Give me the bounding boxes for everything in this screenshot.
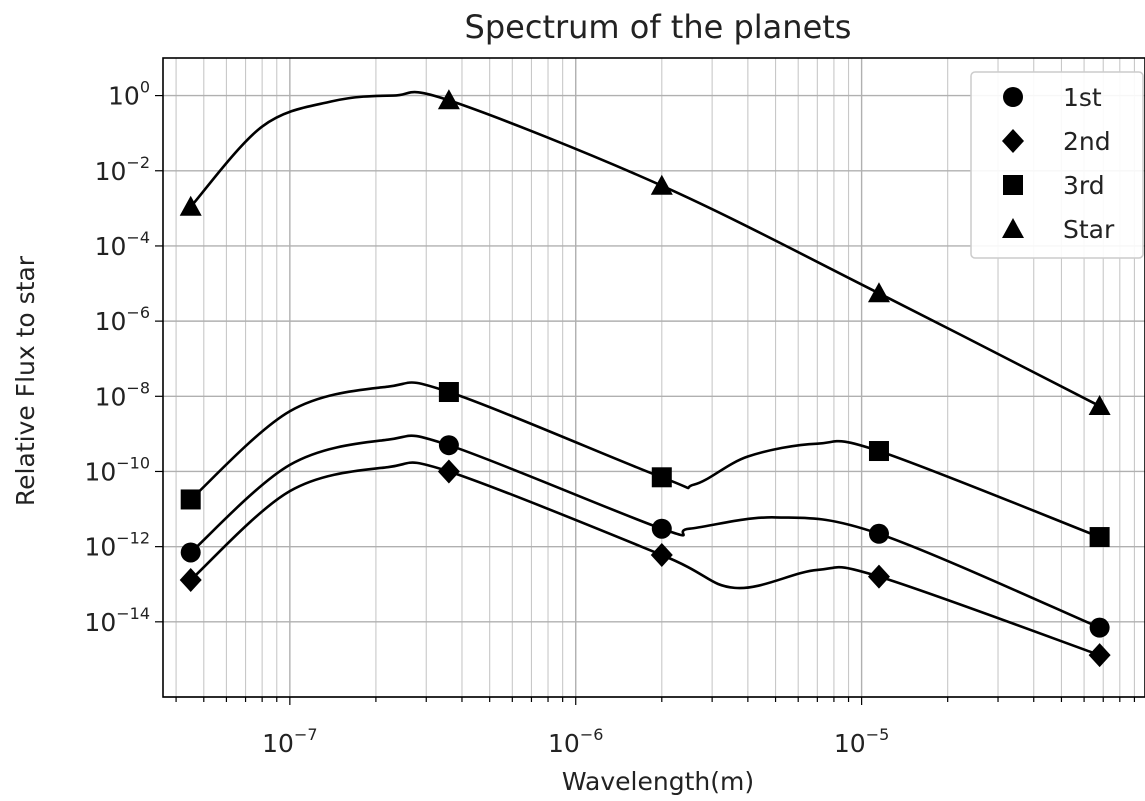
y-tick-label: 100 bbox=[108, 78, 150, 111]
legend-marker-3rd bbox=[1003, 175, 1023, 195]
data-point-2nd bbox=[867, 564, 890, 589]
data-point-star bbox=[650, 174, 673, 195]
data-point-3rd bbox=[651, 467, 672, 488]
legend-label-star: Star bbox=[1063, 215, 1115, 244]
series-1st bbox=[180, 434, 1110, 638]
series-line-3rd bbox=[189, 381, 1101, 539]
y-tick-label: 10−12 bbox=[84, 529, 150, 562]
x-tick-label: 10−5 bbox=[834, 725, 889, 758]
data-point-star bbox=[179, 195, 202, 216]
data-point-2nd bbox=[1088, 643, 1111, 668]
x-tick-label: 10−6 bbox=[548, 725, 603, 758]
series-line-1st bbox=[189, 434, 1101, 629]
data-point-3rd bbox=[868, 441, 889, 462]
legend-label-3rd: 3rd bbox=[1063, 171, 1105, 200]
y-axis-label: Relative Flux to star bbox=[11, 255, 40, 506]
data-point-1st bbox=[868, 523, 889, 544]
legend-marker-star bbox=[1002, 218, 1024, 238]
series-star bbox=[179, 89, 1111, 416]
data-point-star bbox=[867, 282, 890, 303]
y-tick-label: 10−14 bbox=[84, 604, 150, 637]
legend-box bbox=[970, 71, 1144, 259]
x-axis-label: Wavelength(m) bbox=[562, 767, 754, 796]
data-point-1st bbox=[438, 435, 459, 456]
y-tick-label: 10−2 bbox=[95, 153, 150, 186]
data-point-2nd bbox=[650, 542, 673, 567]
y-tick-label: 10−6 bbox=[95, 303, 150, 336]
data-point-2nd bbox=[437, 459, 460, 484]
data-point-1st bbox=[1089, 617, 1110, 638]
data-point-star bbox=[1088, 395, 1111, 416]
y-tick-label: 10−10 bbox=[84, 453, 150, 486]
data-point-3rd bbox=[438, 382, 459, 403]
data-point-2nd bbox=[179, 567, 202, 592]
series-line-star bbox=[189, 90, 1101, 408]
data-point-1st bbox=[180, 542, 201, 563]
data-point-1st bbox=[651, 518, 672, 539]
ticks: 10−7 10−6 10−5 100 10−2 10−4 10−6 10−8 10−10 10−1… bbox=[84, 78, 1136, 758]
legend-marker-2nd bbox=[1002, 129, 1024, 153]
y-tick-label: 10−4 bbox=[95, 228, 150, 261]
chart-title: Spectrum of the planets bbox=[465, 8, 852, 46]
data-point-star bbox=[437, 89, 460, 110]
legend-marker-1st bbox=[1003, 87, 1023, 107]
legend: 1st 2nd 3rd Star bbox=[970, 71, 1144, 259]
legend-label-1st: 1st bbox=[1063, 83, 1102, 112]
y-tick-label: 10−8 bbox=[95, 378, 150, 411]
x-tick-label: 10−7 bbox=[262, 725, 317, 758]
series-3rd bbox=[180, 381, 1110, 548]
series-line-2nd bbox=[189, 461, 1101, 657]
legend-label-2nd: 2nd bbox=[1063, 127, 1111, 156]
data-point-3rd bbox=[180, 489, 201, 510]
series-2nd bbox=[179, 459, 1111, 668]
series-layer bbox=[179, 89, 1111, 668]
plot-frame bbox=[162, 57, 1145, 698]
data-point-3rd bbox=[1089, 527, 1110, 548]
